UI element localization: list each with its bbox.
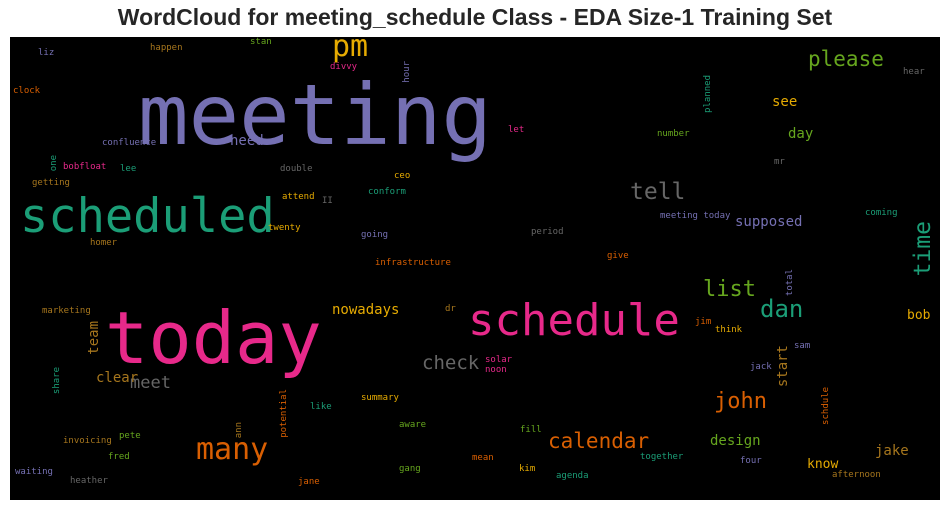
word-number: number <box>657 129 690 139</box>
word-calendar: calendar <box>548 429 650 453</box>
word-four: four <box>740 456 762 466</box>
word-need: need <box>230 133 264 149</box>
word-summary: summary <box>361 393 399 403</box>
word-clear: clear <box>96 370 139 386</box>
word-day: day <box>788 126 814 142</box>
word-homer: homer <box>90 238 118 248</box>
word-jack: jack <box>750 362 772 372</box>
chart-title: WordCloud for meeting_schedule Class - E… <box>117 4 833 30</box>
word-conform: conform <box>368 187 406 197</box>
word-jim: jim <box>695 317 712 327</box>
word-solar: solar <box>485 355 513 365</box>
word-let: let <box>508 125 525 135</box>
word-gang: gang <box>399 464 421 474</box>
word-total: total <box>785 269 795 297</box>
word-aware: aware <box>399 420 427 430</box>
word-meeting-today: meeting today <box>660 211 731 221</box>
word-bob: bob <box>907 308 931 323</box>
word-jake: jake <box>875 443 909 459</box>
word-know: know <box>807 457 839 472</box>
word-john: john <box>714 389 767 414</box>
word-think: think <box>715 325 743 335</box>
word-bobfloat: bobfloat <box>63 162 107 172</box>
word-like: like <box>310 402 332 412</box>
word-check: check <box>422 352 480 374</box>
word-kim: kim <box>519 464 536 474</box>
word-schdule: schdule <box>821 387 831 425</box>
word-heather: heather <box>70 476 108 486</box>
word-afternoon: afternoon <box>832 470 881 480</box>
word-nowadays: nowadays <box>332 302 400 318</box>
word-infrastructure: infrastructure <box>375 258 451 268</box>
word-fred: fred <box>108 452 130 462</box>
word-happen: happen <box>150 43 183 53</box>
word-period: period <box>531 227 564 237</box>
word-mean: mean <box>472 453 494 463</box>
word-liz: liz <box>38 48 55 58</box>
word-double: double <box>280 164 313 174</box>
word-share: share <box>52 367 62 395</box>
word-schedule: schedule <box>468 295 680 346</box>
word-today: today <box>105 296 322 380</box>
word-confluence: confluence <box>102 138 157 148</box>
word-supposed: supposed <box>735 214 803 230</box>
word-meeting: meeting <box>138 66 493 164</box>
word-attend: attend <box>282 192 315 202</box>
word-clock: clock <box>13 86 41 96</box>
word-mr: mr <box>774 157 785 167</box>
word-agenda: agenda <box>556 471 589 481</box>
word-potential: potential <box>279 389 289 438</box>
word-start: start <box>775 345 791 388</box>
word-lee: lee <box>120 164 137 174</box>
word-list: list <box>703 277 756 302</box>
word-dr: dr <box>445 304 456 314</box>
word-divvy: divvy <box>330 62 358 72</box>
word-fill: fill <box>520 425 542 435</box>
word-stan: stan <box>250 37 272 47</box>
word-give: give <box>607 251 629 261</box>
word-one: one <box>49 155 59 172</box>
word-time: time <box>910 221 936 277</box>
word-scheduled: scheduled <box>20 189 275 244</box>
word-twenty: twenty <box>268 223 301 233</box>
word-tell: tell <box>630 179 686 205</box>
word-pm: pm <box>332 37 369 64</box>
word-waiting: waiting <box>15 467 53 477</box>
word-team: team <box>86 321 102 355</box>
word-meet: meet <box>130 373 171 393</box>
word-coming: coming <box>865 208 898 218</box>
word-sam: sam <box>794 341 811 351</box>
word-getting: getting <box>32 178 70 188</box>
word-hour: hour <box>402 61 412 83</box>
word-marketing: marketing <box>42 306 91 316</box>
word-planned: planned <box>703 75 713 113</box>
word-design: design <box>710 433 761 449</box>
word-dan: dan <box>760 295 804 323</box>
word-please: please <box>808 47 884 71</box>
word-invoicing: invoicing <box>63 436 112 446</box>
word-ceo: ceo <box>394 171 411 181</box>
word-many: many <box>196 432 269 467</box>
word-pete: pete <box>119 431 141 441</box>
word-together: together <box>640 452 684 462</box>
word-going: going <box>361 230 389 240</box>
word-see: see <box>772 94 798 110</box>
word-hear: hear <box>903 67 925 77</box>
wordcloud-canvas: meeting today scheduled schedule pm many pleas… <box>10 37 940 500</box>
word-jane: jane <box>298 477 320 487</box>
word-ii: II <box>322 196 333 206</box>
word-noon: noon <box>485 365 507 375</box>
word-ann: ann <box>234 422 244 439</box>
